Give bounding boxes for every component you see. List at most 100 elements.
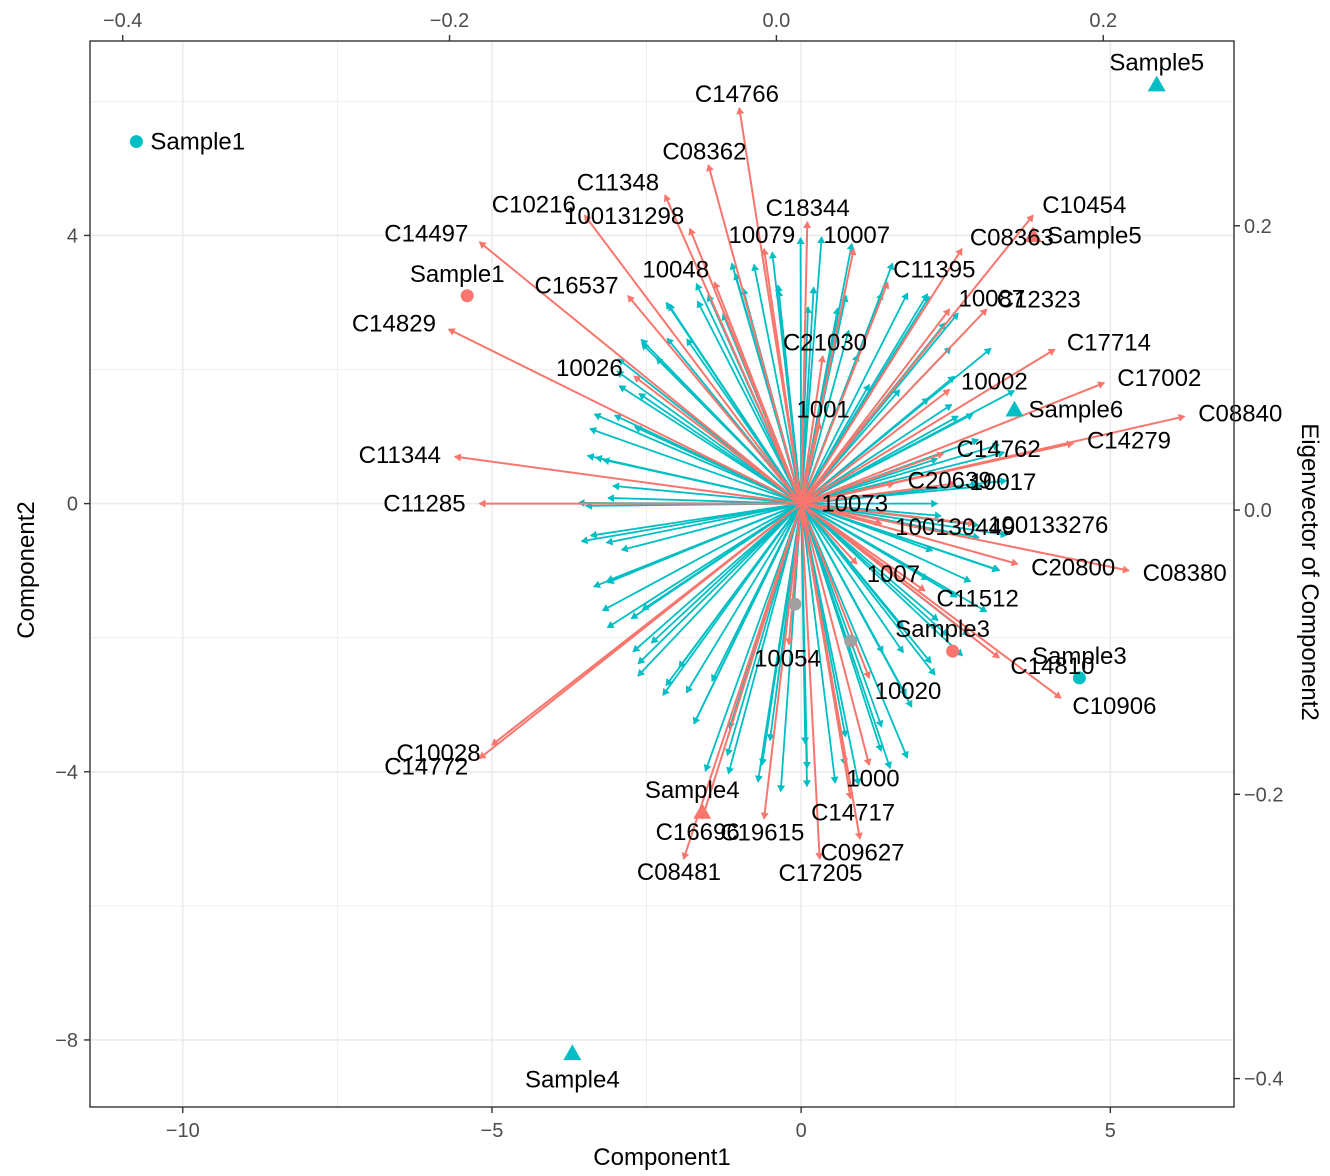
vector-label: 100133276	[988, 512, 1108, 539]
vector-label: C14772	[384, 754, 468, 781]
vector-arrow	[800, 503, 862, 786]
vector-arrow	[800, 502, 1008, 539]
vector-label: C10028	[397, 740, 481, 767]
vector-arrow	[800, 503, 892, 769]
vector-label: 10087	[958, 285, 1025, 312]
vector-label: C11395	[893, 256, 975, 283]
x2-tick-label: 0.2	[1089, 10, 1117, 32]
vector-arrow-10079	[760, 247, 803, 504]
y2-tick-label: 0.2	[1244, 216, 1272, 238]
vector-label: C10906	[1072, 693, 1156, 720]
vector-arrow	[800, 390, 1016, 505]
vector-arrow-10017	[801, 480, 957, 505]
axes: −10 −5 0 5 −8 −4 0 4 −0.4 −0.2 0.0 0.2 −0.4 −0.2 0.0 0.…	[55, 10, 1283, 1142]
vector-arrow	[605, 502, 802, 546]
vector-arrow-c21030	[800, 355, 826, 504]
vector-arrow	[800, 329, 851, 504]
vector-arrow-c11344	[453, 453, 802, 505]
x-axis-title: Component1	[593, 1144, 730, 1171]
vector-label: C18344	[766, 195, 850, 222]
unlabeled-vectors	[577, 236, 1016, 793]
vector-label: C14810	[1010, 653, 1094, 680]
vector-arrow	[796, 236, 805, 504]
vector-arrow	[589, 427, 802, 505]
vector-arrow-1001	[800, 422, 823, 504]
vector-label: C16537	[535, 272, 619, 299]
x-tick-label: −5	[481, 1120, 504, 1142]
vector-arrow-c12323	[800, 308, 988, 505]
vector-arrow-c08380	[800, 502, 1130, 574]
vector-label: 10048	[642, 256, 709, 283]
vector-arrow	[800, 502, 1001, 573]
vector-arrow	[695, 282, 802, 504]
vector-arrow-c09627	[800, 503, 863, 840]
vector-label: 10007	[823, 222, 890, 249]
vector-label: 100130449	[895, 514, 1015, 541]
vector-arrow-c10906	[800, 502, 1062, 699]
vector-arrow-c18344	[800, 221, 812, 504]
vector-arrow-10020	[800, 503, 871, 679]
vector-arrow	[665, 503, 802, 687]
vector-arrow	[601, 502, 802, 612]
vector-arrow-c20639	[800, 480, 895, 505]
sample-label: Sample4	[645, 777, 740, 804]
x2-tick-label: −0.4	[103, 10, 142, 32]
labeled-vectors	[447, 107, 1186, 860]
x-tick-label: −10	[166, 1120, 200, 1142]
sample-label: Sample4	[525, 1066, 620, 1093]
vector-label: C14717	[811, 799, 895, 826]
sample-point	[1072, 671, 1086, 685]
vector-arrow-1007	[800, 502, 858, 565]
vector-arrow	[616, 370, 802, 505]
vector-arrow-c11348	[663, 194, 803, 505]
vector-label: C16696	[656, 819, 740, 846]
vector-label: C20800	[1031, 554, 1115, 581]
vector-arrow-1000	[800, 503, 872, 767]
vector-arrow	[800, 442, 1000, 505]
vector-arrow	[800, 503, 839, 784]
vector-arrow	[618, 385, 802, 505]
vector-arrow-c14497	[478, 241, 802, 505]
y-tick-label: 0	[67, 494, 78, 516]
vector-arrow	[612, 482, 802, 505]
vector-arrow-100133276	[801, 502, 976, 527]
vector-arrow	[800, 503, 909, 759]
vector-arrow-10007	[800, 247, 857, 504]
vector-arrow-c17205	[800, 503, 824, 860]
vector-arrow	[650, 502, 802, 644]
vector-label: C08380	[1143, 560, 1227, 587]
vector-arrow-c08363	[800, 247, 963, 505]
x-tick-label: 0	[796, 1120, 807, 1142]
vector-label: 10017	[970, 469, 1037, 496]
vector-arrow-c14772	[478, 502, 802, 760]
y-tick-label: −4	[55, 762, 78, 784]
vector-arrow	[630, 502, 802, 620]
vector-arrow	[606, 502, 802, 629]
vector-arrow	[800, 503, 904, 628]
vector-label: C20639	[908, 468, 992, 495]
vector-label: C21030	[783, 329, 867, 356]
vector-arrow	[800, 502, 958, 598]
sample-point	[1005, 400, 1024, 417]
vector-label: C11348	[577, 170, 659, 197]
vector-label: 100131298	[564, 203, 684, 230]
vector-label: C14762	[957, 436, 1041, 463]
vector-arrow	[800, 403, 953, 505]
sample-point	[946, 644, 960, 658]
vector-label: C11512	[937, 585, 1019, 612]
vector-arrow	[800, 502, 972, 583]
y-tick-label: 4	[67, 225, 78, 247]
sample-label: Sample5	[1109, 50, 1204, 77]
y2-tick-label: −0.4	[1244, 1069, 1283, 1091]
vector-label: C08481	[637, 859, 721, 886]
y2-tick-label: −0.2	[1244, 784, 1283, 806]
vector-label: 10054	[754, 645, 821, 672]
vector-arrow-c20800	[800, 502, 1019, 567]
vector-label: 10073	[821, 491, 888, 518]
vector-label: 1007	[867, 561, 920, 588]
grid-lines	[90, 41, 1234, 1107]
vector-arrow	[655, 357, 802, 505]
vector-arrow-c16537	[627, 294, 802, 505]
vector-label: C09627	[820, 840, 904, 867]
vector-arrow-c10454	[800, 214, 1034, 505]
